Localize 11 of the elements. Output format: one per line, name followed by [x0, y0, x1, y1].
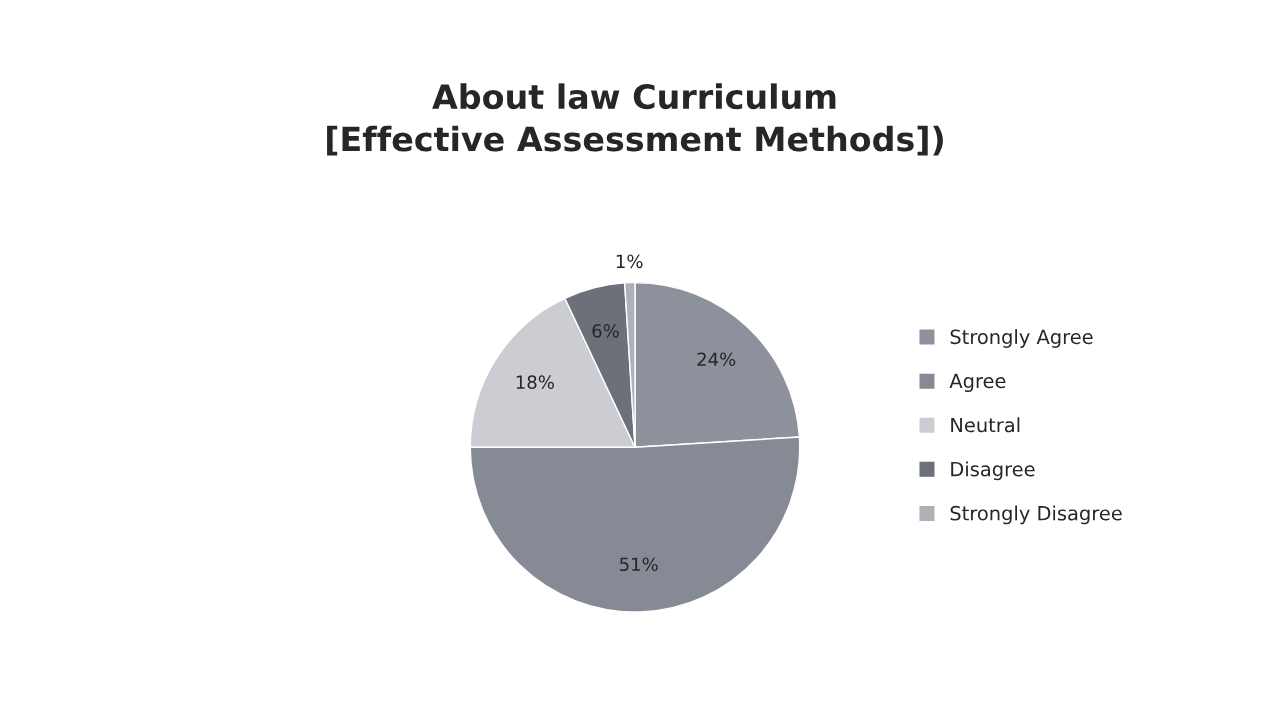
data-label: 18%: [516, 375, 554, 389]
legend-label: Agree: [949, 373, 1006, 393]
legend-label: Strongly Agree: [950, 329, 1093, 348]
legend-label: Strongly Disagree: [950, 505, 1122, 525]
data-label: 24%: [697, 352, 736, 367]
data-label: 6%: [592, 324, 619, 338]
data-label: 51%: [620, 557, 658, 572]
chart-title: About law Curriculum [Effective Assessment Methods]): [327, 83, 943, 156]
data-label: 1%: [616, 254, 643, 269]
legend-label: Neutral: [951, 417, 1020, 433]
legend-label: Disagree: [951, 461, 1035, 481]
